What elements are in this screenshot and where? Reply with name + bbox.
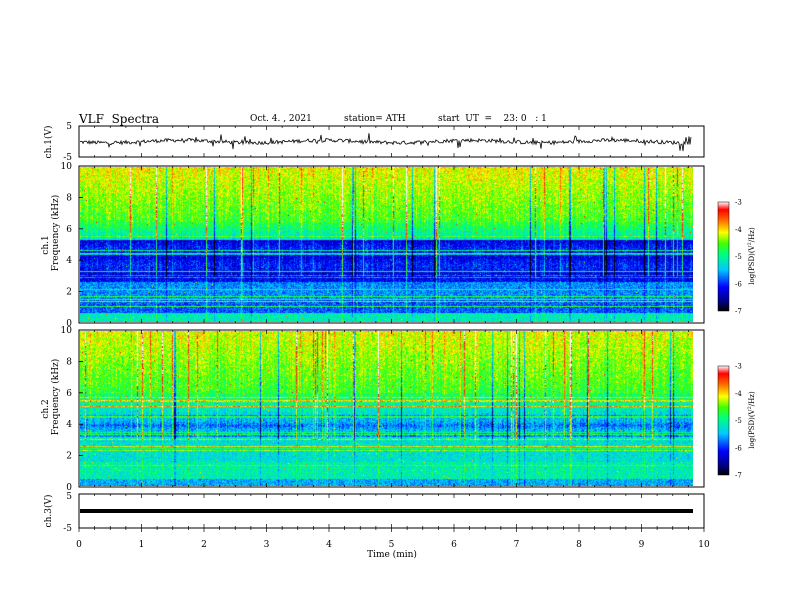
ytick-label-8: 8 (66, 357, 72, 367)
xtick-label-7: 7 (514, 540, 520, 550)
ytick-label-4: 4 (66, 420, 72, 430)
ch1-waveform-frame (78, 125, 705, 158)
xtick-label-8: 8 (576, 540, 582, 550)
x-axis-label: Time (min) (367, 549, 417, 560)
ch2-colorbar-label: log(PSD)(V2/Hz) (747, 391, 756, 449)
x-axis-tick-labels: 0 1 2 3 4 5 6 7 8 9 10 (76, 540, 710, 550)
ch1-waveform-line (79, 133, 692, 152)
colorbar-tick-label--3: -3 (735, 363, 742, 371)
x-axis-ticks (78, 126, 705, 532)
ytick-label-0: 0 (66, 319, 72, 329)
ch3-waveform-panel: 5 -5 ch.3(V) (43, 492, 705, 534)
ytick-label-4: 4 (66, 256, 72, 266)
colorbar-tick-label--4: -4 (735, 390, 742, 398)
chart-title: VLF Spectra (79, 112, 160, 126)
ch1-colorbar-ticks: -3 -4 -5 -6 -7 (735, 199, 742, 316)
xtick-label-9: 9 (639, 540, 645, 550)
station-label: station= ATH (344, 114, 406, 124)
ytick-label-8: 8 (66, 193, 72, 203)
start-time-label: start UT = 23: 0 : 1 (438, 114, 547, 124)
ch1-colorbar-gradient (717, 201, 730, 312)
ch1-waveform-panel: 5 -5 ch.1(V) (43, 122, 705, 163)
ch2-spectrogram-ylabel-freq: Frequency (kHz) (50, 359, 61, 436)
ytick-label-6: 6 (66, 389, 72, 399)
date-label: Oct. 4. , 2021 (250, 114, 312, 124)
ch1-colorbar: -3 -4 -5 -6 -7 log(PSD)(V2/Hz) (717, 199, 756, 316)
xtick-label-1: 1 (139, 540, 145, 550)
ytick-label-10: 10 (61, 162, 73, 172)
colorbar-tick-label--6: -6 (735, 444, 742, 452)
xtick-label-6: 6 (451, 540, 457, 550)
ch2-spectrogram-yticks: 0 2 4 6 8 10 (61, 326, 83, 493)
colorbar-tick-label--4: -4 (735, 226, 742, 234)
colorbar-tick-label--6: -6 (735, 280, 742, 288)
ch1-spectrogram-image (80, 167, 693, 322)
ch1-spectrogram-ylabel-ch: ch.1 (41, 235, 51, 254)
ch2-colorbar: -3 -4 -5 -6 -7 log(PSD)(V2/Hz) (717, 363, 756, 480)
ch1-spectrogram-panel: 0 2 4 6 8 10 ch.1 Frequency (kHz) (41, 162, 705, 329)
ytick-label-6: 6 (66, 225, 72, 235)
ch2-colorbar-gradient (717, 365, 730, 476)
xtick-label-4: 4 (326, 540, 332, 550)
colorbar-tick-label--7: -7 (735, 472, 742, 480)
ch2-colorbar-ticks: -3 -4 -5 -6 -7 (735, 363, 742, 480)
ytick-label-2: 2 (66, 288, 72, 298)
ch3-ylabel: ch.3(V) (43, 495, 54, 528)
xtick-label-10: 10 (698, 540, 710, 550)
ch1-colorbar-label: log(PSD)(V2/Hz) (747, 227, 756, 285)
ytick-label-2: 2 (66, 452, 72, 462)
ch3-ytick-bottom: -5 (63, 524, 72, 534)
ch2-spectrogram-panel: 0 2 4 6 8 10 ch.2 Frequency (kHz) (41, 326, 705, 493)
ch1-spectrogram-yticks: 0 2 4 6 8 10 (61, 162, 83, 329)
ch2-spectrogram-ylabel-ch: ch.2 (41, 399, 51, 418)
colorbar-tick-label--7: -7 (735, 308, 742, 316)
ch1-ytick-bottom: -5 (63, 153, 72, 163)
xtick-label-0: 0 (76, 540, 82, 550)
xtick-label-3: 3 (264, 540, 270, 550)
ch3-waveform-line (80, 509, 693, 513)
ch3-ytick-top: 5 (66, 492, 72, 502)
ytick-label-10: 10 (61, 326, 73, 336)
ch2-spectrogram-image (80, 331, 693, 486)
ytick-label-0: 0 (66, 483, 72, 493)
colorbar-tick-label--5: -5 (735, 253, 742, 261)
ch1-spectrogram-ylabel-freq: Frequency (kHz) (50, 195, 61, 272)
colorbar-tick-label--5: -5 (735, 417, 742, 425)
colorbar-tick-label--3: -3 (735, 199, 742, 207)
xtick-label-2: 2 (201, 540, 207, 550)
ch1-ytick-top: 5 (66, 122, 72, 132)
xtick-label-5: 5 (389, 540, 395, 550)
ch1-ylabel: ch.1(V) (43, 126, 54, 159)
